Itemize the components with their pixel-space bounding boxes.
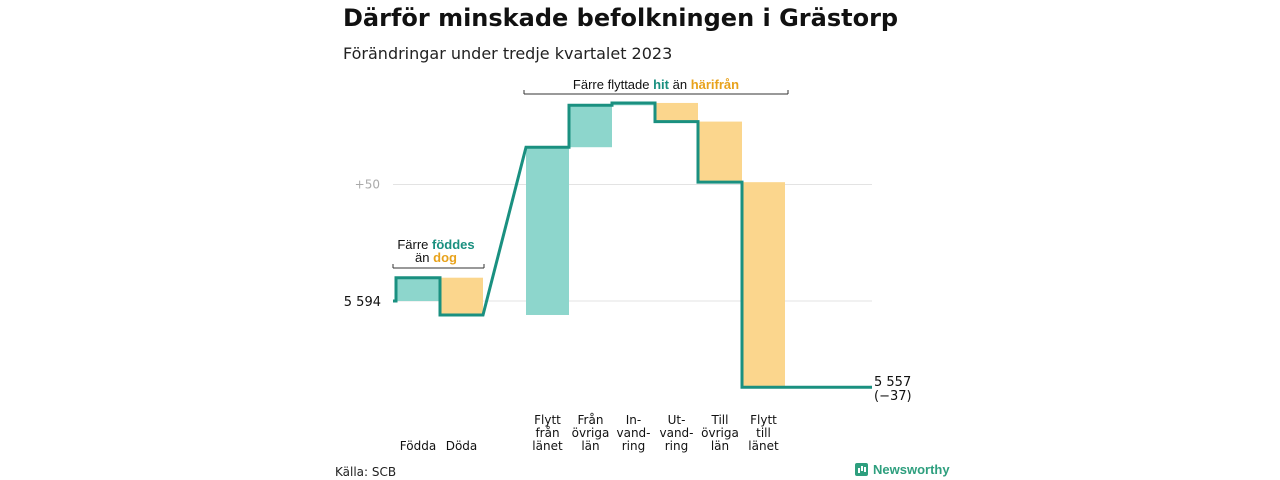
bar-från-övriga-län <box>569 105 612 148</box>
bar-till-övriga-län <box>698 121 742 183</box>
chart-subtitle: Förändringar under tredje kvartalet 2023 <box>343 44 673 63</box>
category-label-1: Döda <box>446 439 478 453</box>
chart-title: Därför minskade befolkningen i Grästorp <box>343 4 899 32</box>
category-label-5: Ut-vand-ring <box>659 413 693 453</box>
bar-döda <box>440 277 483 315</box>
brand-name: Newsworthy <box>873 462 950 477</box>
source-note: Källa: SCB <box>335 465 397 479</box>
waterfall-step-line <box>393 101 872 389</box>
category-label-0: Födda <box>400 439 436 453</box>
brand-logo: Newsworthy <box>855 462 950 477</box>
annotation-moved: Färre flyttade hit än härifrån <box>573 77 739 92</box>
bar-ut-vand-ring <box>655 102 698 122</box>
newsworthy-logo-icon <box>855 463 868 476</box>
bar-födda <box>396 277 440 301</box>
category-label-6: Till övriga län <box>701 413 739 453</box>
start-value-label: 5 594 <box>344 295 381 310</box>
bar-flytt-från-länet <box>526 147 569 315</box>
category-label-4: In-vand-ring <box>616 413 650 453</box>
annotation-born-line1: Färre föddes <box>397 237 474 252</box>
end-change-label: (−37) <box>874 389 912 404</box>
gridline-label-plus50: +50 <box>355 178 380 192</box>
category-label-3: Från övriga län <box>572 413 610 453</box>
category-label-2: Flytt från länet <box>532 413 563 453</box>
end-value-label: 5 557 <box>874 375 911 390</box>
bar-flytt-till-länet <box>742 182 785 388</box>
category-label-7: Flytt till länet <box>748 413 779 453</box>
annotation-born-line2: än dog <box>415 250 457 265</box>
